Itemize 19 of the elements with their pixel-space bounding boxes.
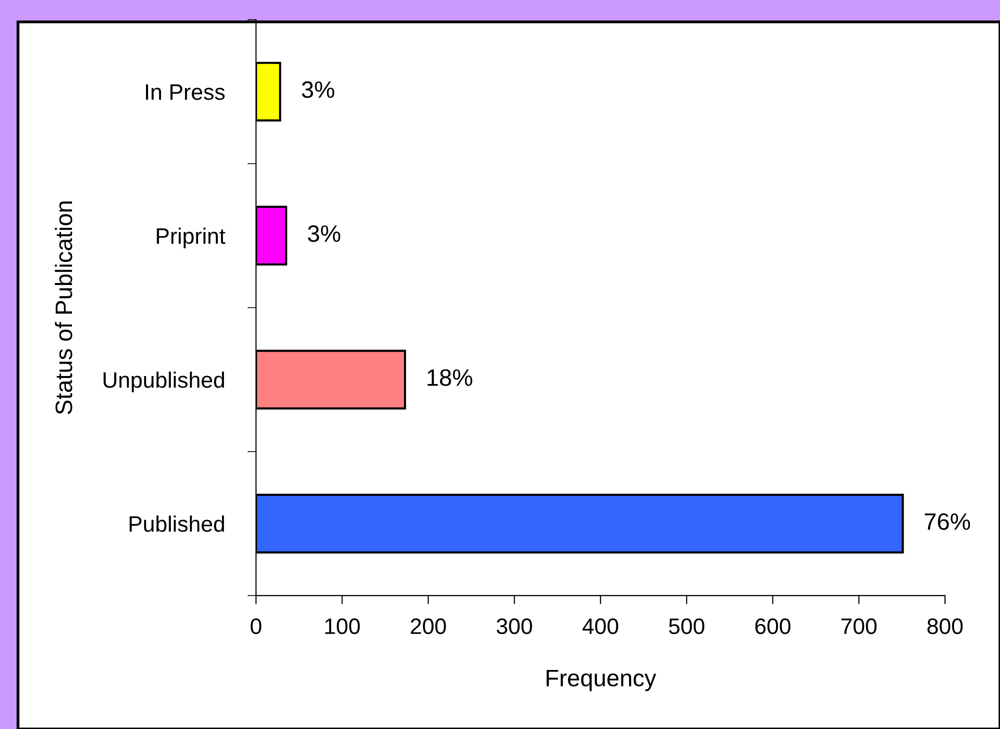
y-axis-title: Status of Publication xyxy=(54,202,72,414)
y-tick-label: Priprint xyxy=(156,228,226,248)
x-tick-label: 600 xyxy=(755,618,790,634)
x-tick-label: 200 xyxy=(410,618,446,634)
y-tick-label: In Press xyxy=(146,84,225,100)
annotation: 18% xyxy=(428,369,472,386)
x-tick-label: 100 xyxy=(325,618,360,634)
y-tick-label: Published xyxy=(130,516,224,532)
x-axis-title: Frequency xyxy=(546,670,656,692)
x-tick-label: 400 xyxy=(582,618,618,634)
x-tick-label: 300 xyxy=(496,618,532,634)
y-tick-label: Unpublished xyxy=(104,372,224,392)
annotation: 76% xyxy=(924,513,970,530)
annotation: 3% xyxy=(308,225,340,242)
x-tick-label: 500 xyxy=(668,618,704,634)
x-tick-label: 700 xyxy=(841,618,877,634)
x-tick-label: 0 xyxy=(250,618,262,634)
annotation: 3% xyxy=(302,81,334,98)
x-tick-label: 800 xyxy=(927,618,963,634)
